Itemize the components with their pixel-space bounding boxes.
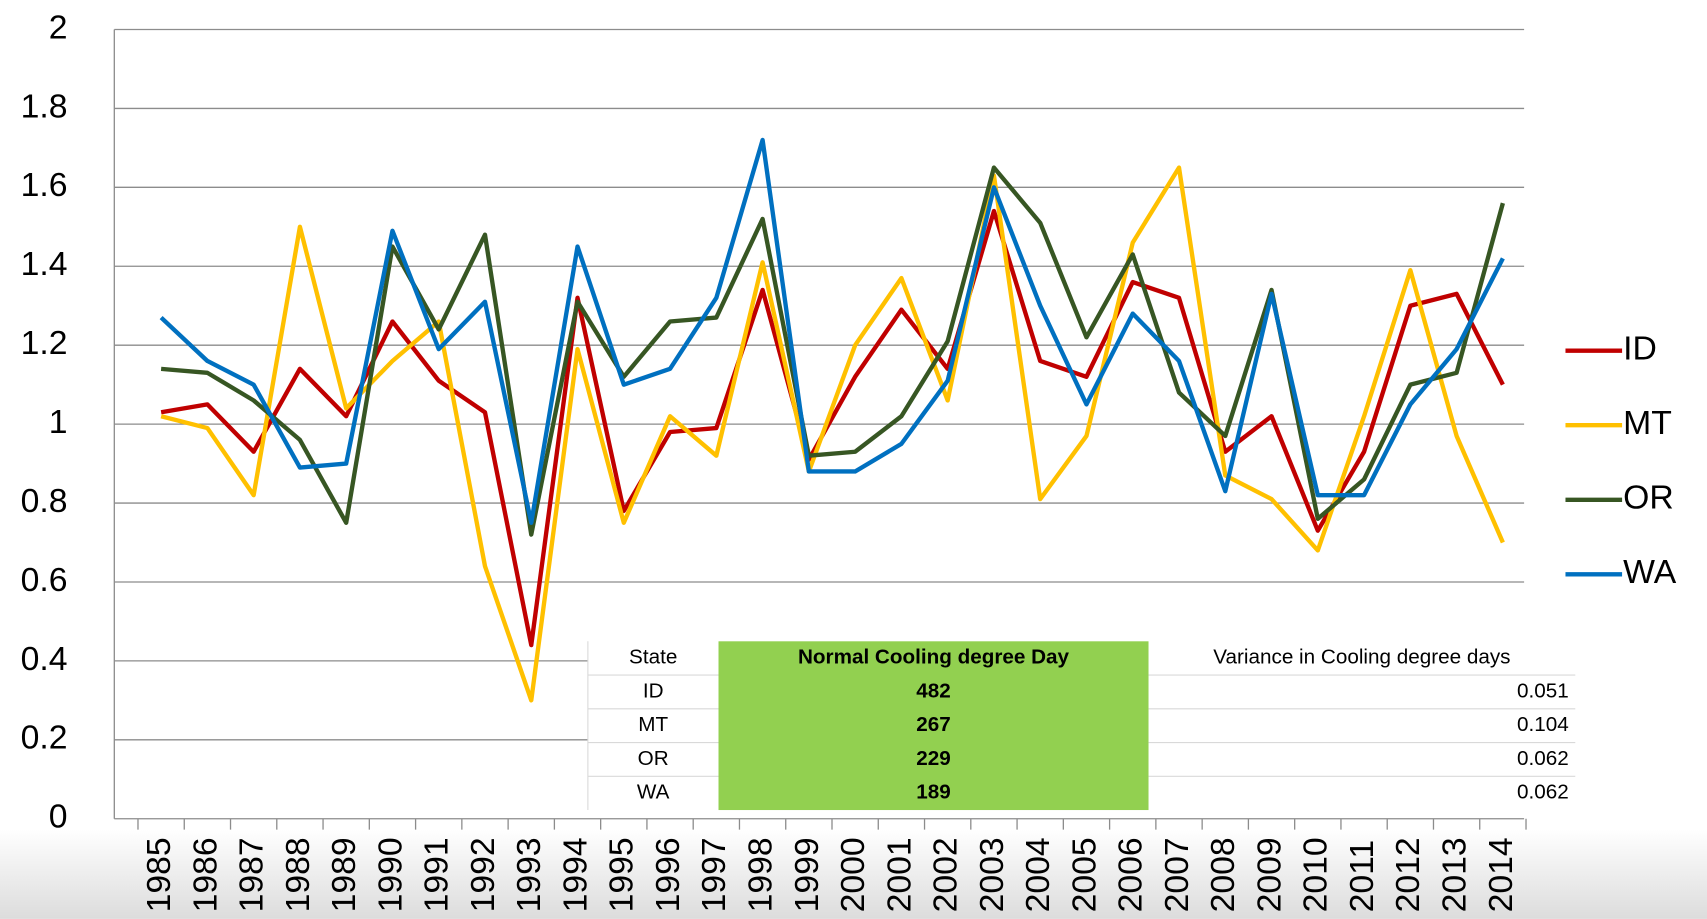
- table-cell: 0.104: [1517, 713, 1569, 736]
- x-tick-label: 1998: [742, 837, 780, 912]
- x-tick-label: 1986: [186, 837, 224, 912]
- x-tick-label: 1989: [325, 837, 363, 912]
- table-header: Variance in Cooling degree days: [1213, 646, 1510, 669]
- x-tick-label: 2001: [880, 837, 918, 912]
- legend-label: MT: [1623, 404, 1672, 442]
- table-cell: ID: [643, 679, 664, 702]
- y-tick-label: 0.2: [21, 719, 68, 757]
- x-tick-label: 1996: [649, 837, 687, 912]
- table-header: Normal Cooling degree Day: [798, 646, 1070, 669]
- y-tick-label: 1.2: [21, 324, 68, 362]
- x-tick-label: 1991: [418, 837, 456, 912]
- x-tick-label: 2009: [1250, 837, 1288, 912]
- y-tick-label: 0: [49, 798, 68, 836]
- table-cell: OR: [638, 747, 669, 770]
- x-tick-label: 1985: [140, 837, 178, 912]
- x-tick-label: 1993: [510, 837, 548, 912]
- table-highlight: [718, 641, 1149, 811]
- x-tick-label: 1987: [233, 837, 271, 912]
- x-tick-label: 2010: [1297, 837, 1335, 912]
- table-cell: WA: [637, 781, 670, 804]
- y-tick-label: 0.6: [21, 561, 68, 599]
- x-tick-label: 2012: [1389, 837, 1427, 912]
- x-tick-label: 2003: [973, 837, 1011, 912]
- x-tick-label: 2011: [1343, 840, 1381, 913]
- y-tick-label: 1: [49, 403, 68, 441]
- data-line: [160, 208, 1505, 648]
- table-cell: 0.062: [1517, 747, 1569, 770]
- x-tick-label: 1999: [788, 837, 826, 912]
- legend-label: ID: [1623, 330, 1657, 368]
- x-tick-label: 1994: [556, 837, 594, 912]
- data-line: [159, 137, 1505, 525]
- data-line: [160, 165, 1505, 537]
- x-tick-label: 2014: [1482, 837, 1520, 912]
- x-tick-label: 1992: [464, 837, 502, 912]
- x-tick-label: 2008: [1204, 837, 1242, 912]
- x-tick-label: 1997: [695, 837, 733, 912]
- x-tick-label: 2007: [1158, 837, 1196, 912]
- data-line: [160, 165, 1505, 703]
- legend-label: WA: [1623, 553, 1677, 591]
- x-tick-label: 2013: [1436, 837, 1474, 912]
- x-tick-label: 2004: [1019, 837, 1057, 912]
- x-tick-label: 2006: [1112, 837, 1150, 912]
- y-tick-label: 1.6: [21, 166, 68, 204]
- table-cell: MT: [638, 713, 668, 736]
- table-cell: 189: [916, 781, 951, 804]
- x-tick-label: 2000: [834, 837, 872, 912]
- table-cell: 0.051: [1517, 679, 1569, 702]
- y-tick-label: 1.4: [21, 245, 68, 283]
- legend-label: OR: [1623, 479, 1674, 517]
- y-tick-label: 1.8: [21, 87, 68, 125]
- y-tick-label: 2: [49, 8, 68, 46]
- table-cell: 482: [916, 679, 951, 702]
- bottom-band: [0, 829, 1707, 919]
- table-cell: 0.062: [1517, 781, 1569, 804]
- x-tick-label: 2002: [927, 837, 965, 912]
- x-tick-label: 1995: [603, 837, 641, 912]
- table-cell: 229: [916, 747, 951, 770]
- table-header: State: [629, 646, 677, 669]
- x-tick-label: 1990: [371, 837, 409, 912]
- x-tick-label: 1988: [279, 837, 317, 912]
- table-cell: 267: [916, 713, 951, 736]
- y-tick-label: 0.4: [21, 640, 68, 678]
- x-tick-label: 2005: [1065, 837, 1103, 912]
- y-tick-label: 0.8: [21, 482, 68, 520]
